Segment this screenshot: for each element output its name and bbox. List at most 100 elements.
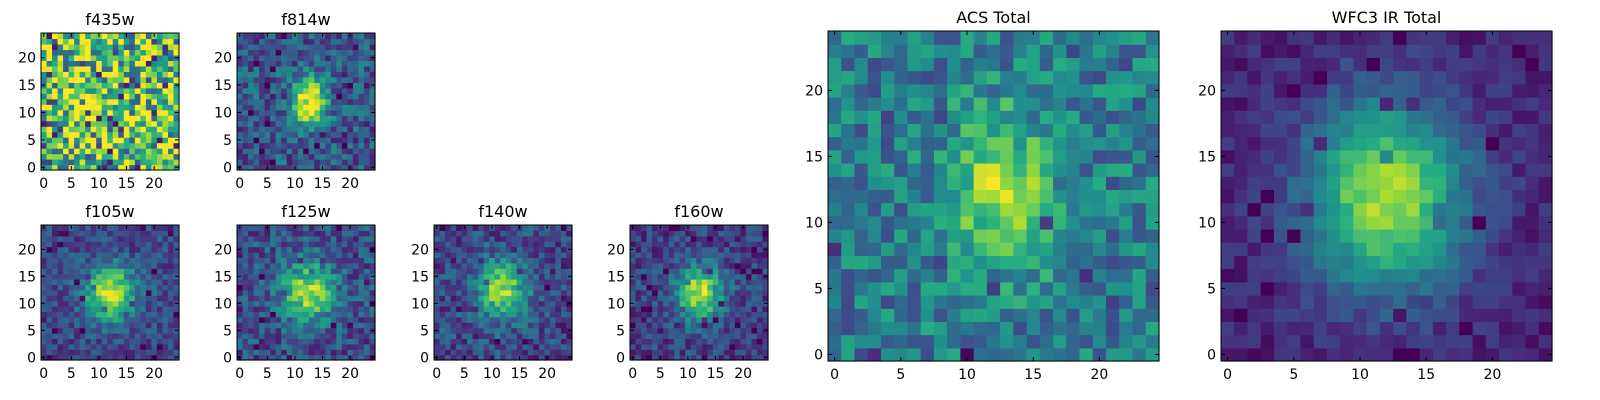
heatmap-cell <box>1432 295 1447 309</box>
heatmap-cell <box>867 70 882 85</box>
heatmap-cell <box>63 38 70 45</box>
axes-frame <box>629 224 769 361</box>
heatmap-cell <box>369 235 376 242</box>
heatmap-cell <box>156 289 164 296</box>
heatmap-cell <box>1393 268 1407 283</box>
heatmap-cell <box>242 71 249 78</box>
heatmap-cell <box>52 354 59 361</box>
heatmap-cell <box>314 137 321 144</box>
heatmap-cell <box>303 252 310 258</box>
heatmap-cell <box>478 354 485 361</box>
heatmap-cell <box>336 76 343 83</box>
heatmap-cell <box>363 273 371 280</box>
heatmap-cell <box>489 338 496 345</box>
heatmap-cell <box>1000 255 1014 270</box>
heatmap-cell <box>314 354 321 361</box>
heatmap-cell <box>538 257 545 264</box>
heatmap-cell <box>894 110 909 124</box>
heatmap-cell <box>275 338 282 345</box>
heatmap-cell <box>828 176 842 190</box>
heatmap-cell <box>1340 295 1354 309</box>
heatmap-cell <box>107 327 114 334</box>
heatmap-cell <box>1013 229 1028 243</box>
heatmap-cell <box>500 279 507 285</box>
heatmap-cell <box>947 176 961 190</box>
heatmap-cell <box>1092 163 1107 177</box>
heatmap-cell <box>538 279 545 285</box>
heatmap-cell <box>90 49 97 56</box>
heatmap-cell <box>341 131 348 138</box>
heatmap-cell <box>156 241 164 248</box>
heatmap-cell <box>57 120 64 127</box>
heatmap-cell <box>960 136 975 151</box>
heatmap-cell <box>292 82 299 89</box>
heatmap-cell <box>167 60 175 67</box>
heatmap-cell <box>308 316 315 323</box>
heatmap-cell <box>461 300 468 307</box>
heatmap-cell <box>1459 268 1474 283</box>
heatmap-cell <box>668 327 675 334</box>
heatmap-cell <box>145 38 152 45</box>
heatmap-cell <box>79 273 86 280</box>
heatmap-cell <box>867 57 882 72</box>
heatmap-cell <box>630 268 637 275</box>
heatmap-cell <box>118 126 125 133</box>
heatmap-cell <box>237 295 244 302</box>
heatmap-cell <box>253 327 260 334</box>
heatmap-cell <box>369 289 376 296</box>
heatmap-cell <box>248 120 255 127</box>
heatmap-cell <box>292 142 299 149</box>
heatmap-cell <box>1013 70 1028 85</box>
heatmap-cell <box>1079 255 1094 270</box>
heatmap-cell <box>352 38 360 45</box>
heatmap-cell <box>90 273 97 280</box>
heatmap-cell <box>867 308 882 322</box>
heatmap-cell <box>41 120 48 127</box>
heatmap-cell <box>264 306 271 312</box>
heatmap-cell <box>237 153 244 160</box>
heatmap-cell <box>500 257 507 264</box>
heatmap-cell <box>1066 149 1081 164</box>
heatmap-cell <box>933 83 948 98</box>
heatmap-cell <box>762 289 769 296</box>
heatmap-cell <box>347 284 354 291</box>
heatmap-cell <box>1353 202 1368 217</box>
heatmap-cell <box>352 98 360 105</box>
heatmap-cell <box>1026 31 1041 45</box>
heatmap-cell <box>1287 149 1302 164</box>
heatmap-cell <box>533 230 540 237</box>
heatmap-cell <box>489 300 496 307</box>
heatmap-cell <box>1525 242 1540 256</box>
heatmap-cell <box>679 333 686 339</box>
heatmap-cell <box>90 252 97 258</box>
heatmap-cell <box>118 322 125 329</box>
heatmap-cell <box>960 110 975 124</box>
heatmap-cell <box>483 225 490 231</box>
heatmap-cell <box>57 164 64 171</box>
heatmap-cell <box>456 306 463 312</box>
x-tick-label: 15 <box>707 366 725 382</box>
heatmap-cell <box>63 126 70 133</box>
heatmap-cell <box>156 60 164 67</box>
heatmap-cell <box>79 43 86 51</box>
heatmap-cell <box>281 322 288 329</box>
heatmap-cell <box>156 87 164 94</box>
heatmap-cell <box>297 338 304 345</box>
heatmap-cell <box>347 289 354 296</box>
heatmap-cell <box>308 241 315 248</box>
heatmap-cell <box>1393 189 1407 204</box>
heatmap-cell <box>336 93 343 100</box>
heatmap-cell <box>259 131 266 138</box>
heatmap-cell <box>297 49 304 56</box>
heatmap-cell <box>85 164 92 171</box>
heatmap-cell <box>646 306 653 312</box>
heatmap-cell <box>718 338 725 345</box>
heatmap-cell <box>270 93 277 100</box>
heatmap-cell <box>253 115 260 122</box>
heatmap-cell <box>450 311 457 318</box>
heatmap-cell <box>286 257 293 264</box>
heatmap-cell <box>292 126 299 133</box>
heatmap-cell <box>352 241 360 248</box>
heatmap-cell <box>646 289 653 296</box>
heatmap-cell <box>668 333 675 339</box>
